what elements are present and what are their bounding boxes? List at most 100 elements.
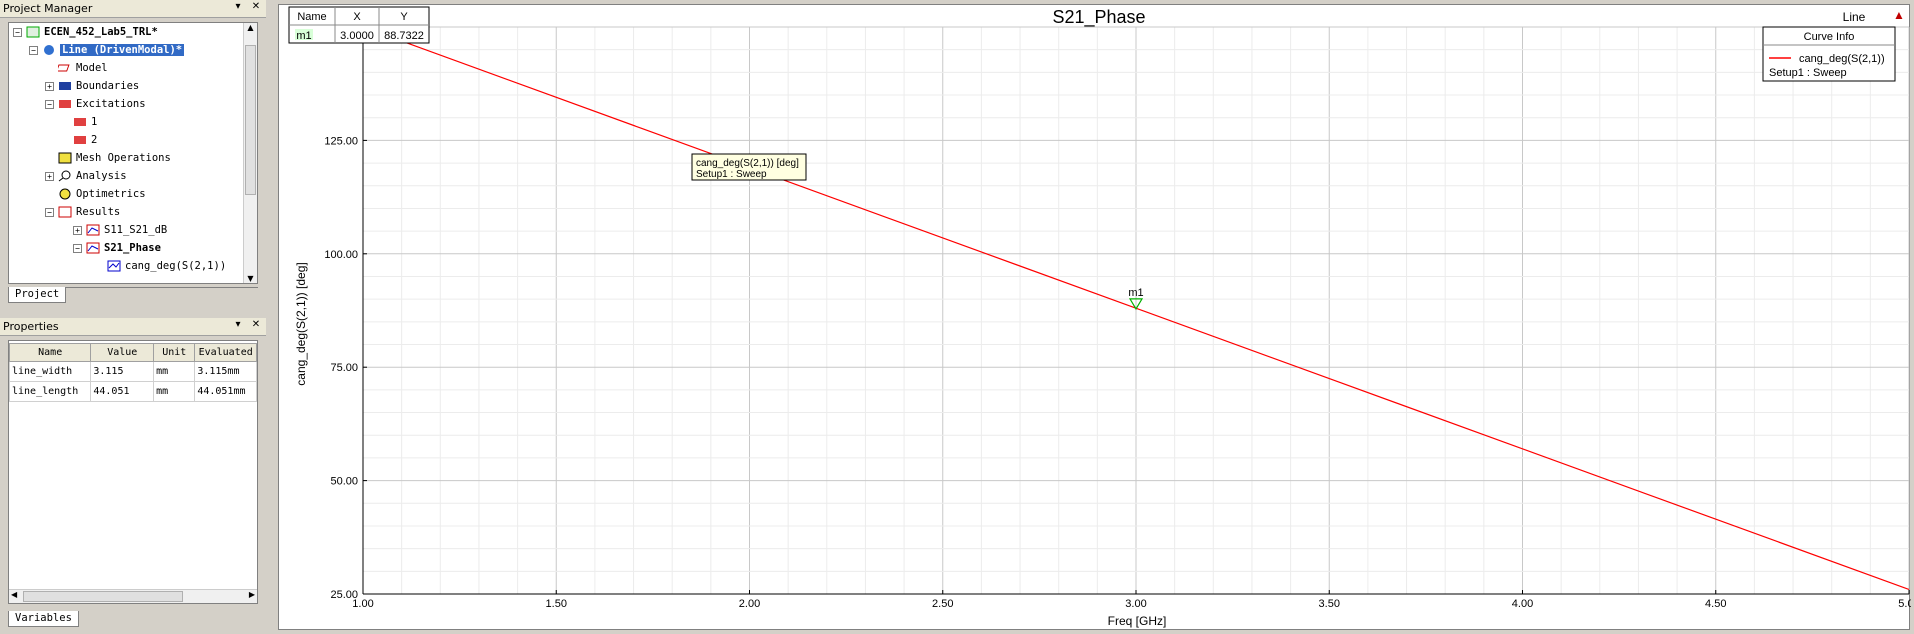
scroll-left-icon[interactable]: ◀	[11, 590, 18, 599]
tree-label: Optimetrics	[76, 188, 146, 200]
x-tick-label: 1.00	[352, 598, 373, 610]
expand-icon[interactable]: +	[45, 171, 54, 181]
curve-info-legend[interactable]: Curve Info cang_deg(S(2,1)) Setup1 : Swe…	[1762, 26, 1896, 82]
tooltip-line1: cang_deg(S(2,1)) [deg]	[696, 158, 799, 169]
tree-item-boundaries[interactable]: + Boundaries	[45, 77, 139, 95]
project-manager-title: Project Manager	[3, 2, 93, 15]
tab-project[interactable]: Project	[8, 287, 67, 303]
tab-variables[interactable]: Variables	[8, 611, 79, 627]
tree-item-optimetrics[interactable]: Optimetrics	[58, 185, 146, 203]
tree-item-model[interactable]: Model	[56, 59, 108, 77]
cell-evaluated: 3.115mm	[194, 361, 257, 382]
cell-evaluated: 44.051mm	[194, 381, 257, 402]
tooltip-line2: Setup1 : Sweep	[696, 169, 767, 180]
collapse-icon[interactable]: −	[73, 243, 82, 253]
cell-value[interactable]: 3.115	[90, 361, 155, 382]
collapse-icon[interactable]: −	[45, 207, 54, 217]
tree-label: Model	[76, 62, 108, 74]
collapse-icon[interactable]: −	[13, 27, 22, 37]
scroll-thumb[interactable]	[23, 591, 183, 602]
tree-item-design[interactable]: − Line (DrivenModal)*	[29, 41, 185, 59]
mesh-icon	[58, 152, 72, 164]
expand-icon[interactable]: +	[45, 81, 54, 91]
model-icon	[56, 62, 72, 74]
x-axis-label: Freq [GHz]	[1108, 614, 1167, 628]
tree-item-s11-s21-db[interactable]: + S11_S21_dB	[73, 221, 167, 239]
report-window[interactable]: 1.00 1.50 2.00 2.50 3.00 3.50 4.00 4.50 5.00 25.0…	[278, 4, 1914, 631]
excitations-icon	[58, 98, 72, 110]
marker-table[interactable]: Name X Y m1 3.0000 88.7322	[288, 6, 430, 44]
collapse-icon[interactable]: −	[45, 99, 54, 109]
tree-label: Mesh Operations	[76, 152, 171, 164]
tree-item-mesh-operations[interactable]: Mesh Operations	[58, 149, 171, 167]
properties-horizontal-scrollbar[interactable]: ◀ ▶	[9, 589, 257, 603]
properties-title-bar: Properties ▾ ✕	[0, 318, 266, 336]
project-icon	[26, 26, 40, 38]
tree-item-analysis[interactable]: + Analysis	[45, 167, 127, 185]
tree-item-port-2[interactable]: 2	[73, 131, 97, 149]
column-header-unit[interactable]: Unit	[153, 343, 196, 362]
properties-panel: Properties ▾ ✕ Name Value Unit Evaluated…	[0, 318, 266, 632]
close-icon[interactable]: ✕	[251, 1, 261, 12]
tree-item-trace[interactable]: cang_deg(S(2,1))	[107, 257, 226, 275]
pin-icon[interactable]: ▾	[235, 319, 241, 330]
column-header-value[interactable]: Value	[90, 343, 155, 362]
column-header-name[interactable]: Name	[8, 343, 92, 362]
expand-icon[interactable]: +	[73, 225, 82, 235]
collapse-icon[interactable]: −	[29, 45, 38, 55]
tree-label: S11_S21_dB	[104, 224, 168, 236]
trace-tooltip: cang_deg(S(2,1)) [deg] Setup1 : Sweep	[691, 153, 807, 181]
boundaries-icon	[58, 80, 72, 92]
tree-label: Results	[76, 206, 121, 218]
legend-title: Curve Info	[1804, 31, 1855, 43]
cell-unit[interactable]: mm	[153, 381, 196, 402]
tree-item-project[interactable]: − ECEN_452_Lab5_TRL*	[13, 23, 158, 41]
tree-item-s21-phase[interactable]: − S21_Phase	[73, 239, 161, 257]
cell-unit[interactable]: mm	[153, 361, 196, 382]
left-dock: Project Manager ▾ ✕ − ECEN_452_Lab5_TRL*…	[0, 0, 266, 632]
report-icon	[86, 224, 100, 236]
tree-item-results[interactable]: − Results	[45, 203, 120, 221]
arrow-up-icon[interactable]: ▲	[1893, 8, 1905, 22]
x-tick-label: 1.50	[546, 598, 567, 610]
table-row[interactable]: line_width 3.115 mm 3.115mm	[8, 361, 257, 382]
tree-label: S21_Phase	[104, 242, 161, 254]
legend-setup: Setup1 : Sweep	[1769, 67, 1847, 79]
tree-item-excitations[interactable]: − Excitations	[45, 95, 146, 113]
marker-cell-y: 88.7322	[384, 30, 424, 42]
results-icon	[58, 206, 72, 218]
tree-label: Excitations	[76, 98, 146, 110]
corner-label: Line	[1843, 10, 1866, 24]
x-tick-label: 4.50	[1705, 598, 1726, 610]
cell-value[interactable]: 44.051	[90, 381, 155, 402]
scroll-right-icon[interactable]: ▶	[248, 590, 255, 599]
scroll-thumb[interactable]	[245, 45, 256, 195]
x-tick-label: 5.00	[1898, 598, 1911, 610]
tree-label: Boundaries	[76, 80, 140, 92]
y-tick-label: 50.00	[330, 476, 358, 488]
table-row[interactable]: line_length 44.051 mm 44.051mm	[8, 381, 257, 402]
scroll-down-icon[interactable]: ▼	[247, 274, 254, 283]
x-tick-label: 2.50	[932, 598, 953, 610]
tree-vertical-scrollbar[interactable]: ▲ ▼	[243, 23, 257, 283]
plot-axes: 1.00 1.50 2.00 2.50 3.00 3.50 4.00 4.50 5.00 25.0…	[324, 27, 1914, 610]
x-tick-label: 3.00	[1125, 598, 1146, 610]
s21-phase-plot[interactable]: 1.00 1.50 2.00 2.50 3.00 3.50 4.00 4.50 5.00 25.0…	[279, 5, 1914, 631]
optimetrics-icon	[58, 188, 72, 200]
design-icon	[42, 44, 56, 56]
tree-label: Line (DrivenModal)*	[60, 44, 185, 56]
column-header-evaluated[interactable]: Evaluated	[194, 343, 257, 362]
report-icon	[86, 242, 100, 254]
tree-item-port-1[interactable]: 1	[73, 113, 97, 131]
marker-m1-icon	[1128, 298, 1144, 311]
y-tick-label: 100.00	[324, 249, 358, 261]
pin-icon[interactable]: ▾	[235, 1, 241, 12]
project-tree[interactable]: − ECEN_452_Lab5_TRL* − Line (DrivenModal…	[8, 22, 258, 284]
marker-col-x: X	[353, 11, 361, 23]
scroll-up-icon[interactable]: ▲	[247, 23, 254, 32]
close-icon[interactable]: ✕	[251, 319, 261, 330]
properties-grid: Name Value Unit Evaluated line_width 3.1…	[8, 340, 258, 604]
marker-cell-x: 3.0000	[340, 30, 374, 42]
project-manager-title-bar: Project Manager ▾ ✕	[0, 0, 266, 18]
x-tick-label: 2.00	[739, 598, 760, 610]
